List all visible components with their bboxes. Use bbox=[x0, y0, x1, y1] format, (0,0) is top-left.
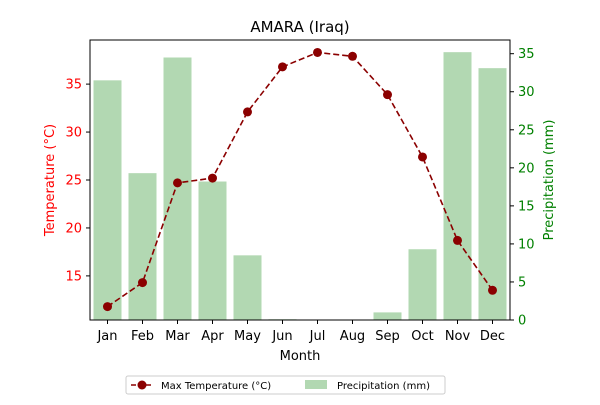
legend-frame bbox=[125, 375, 446, 395]
temperature-line bbox=[103, 47, 497, 312]
x-tick-label: May bbox=[234, 329, 261, 344]
temperature-point-sep bbox=[383, 90, 392, 100]
y-right-tick-label: 30 bbox=[518, 85, 535, 100]
precipitation-bar-mar bbox=[163, 57, 192, 320]
y-right-tick-label: 15 bbox=[518, 199, 535, 214]
precipitation-bar-may bbox=[233, 255, 262, 320]
temperature-point-oct bbox=[418, 152, 427, 162]
x-tick-label: Jul bbox=[309, 329, 326, 344]
y-left-tick-label: 15 bbox=[65, 269, 82, 284]
x-tick-label: Apr bbox=[201, 329, 224, 344]
temperature-point-dec bbox=[488, 285, 497, 295]
y-left-tick-label: 25 bbox=[65, 174, 82, 189]
y-left-tick-label: 30 bbox=[65, 126, 82, 141]
y-right-tick-label: 10 bbox=[518, 237, 535, 252]
precipitation-bars bbox=[93, 52, 507, 321]
legend-bar-swatch bbox=[305, 380, 327, 389]
y-axis-left: 15 20 25 30 35 bbox=[65, 78, 90, 284]
legend-label-temperature: Max Temperature (°C) bbox=[161, 381, 271, 392]
x-axis-label: Month bbox=[280, 349, 321, 364]
legend: Max Temperature (°C) Precipitation (mm) bbox=[125, 375, 446, 395]
y-left-tick-label: 35 bbox=[65, 78, 82, 93]
y-axis-right: 0 5 10 15 20 25 30 35 bbox=[510, 47, 535, 329]
x-tick-label: Nov bbox=[445, 329, 471, 344]
precipitation-bar-jan bbox=[93, 80, 122, 320]
temperature-point-jul bbox=[313, 47, 322, 57]
temperature-point-apr bbox=[208, 173, 217, 183]
y-axis-left-label: Temperature (°C) bbox=[43, 124, 58, 237]
precipitation-bar-dec bbox=[478, 68, 507, 321]
temperature-point-aug bbox=[348, 51, 357, 61]
legend-label-precipitation: Precipitation (mm) bbox=[337, 381, 430, 392]
precipitation-bar-sep bbox=[373, 312, 402, 320]
precipitation-bar-nov bbox=[443, 52, 472, 321]
x-axis: Jan Feb Mar Apr May Jun Jul Aug Sep Oct Nov Dec bbox=[96, 320, 505, 344]
x-tick-label: Dec bbox=[480, 329, 505, 344]
y-right-tick-label: 20 bbox=[518, 161, 535, 176]
x-tick-label: Mar bbox=[165, 329, 190, 344]
x-tick-label: Jun bbox=[271, 329, 292, 344]
y-right-tick-label: 25 bbox=[518, 123, 535, 138]
precipitation-bar-feb bbox=[128, 173, 157, 320]
temperature-series-line bbox=[107, 51, 494, 308]
legend-marker-swatch bbox=[137, 380, 147, 390]
x-tick-label: Aug bbox=[340, 329, 365, 344]
x-tick-label: Oct bbox=[411, 329, 433, 344]
temperature-point-nov bbox=[453, 235, 462, 245]
temperature-point-jun bbox=[278, 62, 287, 72]
x-tick-label: Feb bbox=[131, 329, 154, 344]
y-axis-right-label: Precipitation (mm) bbox=[542, 120, 557, 241]
precipitation-bar-apr bbox=[198, 181, 227, 320]
x-tick-label: Jan bbox=[96, 329, 117, 344]
y-right-tick-label: 0 bbox=[518, 314, 526, 329]
temperature-point-may bbox=[243, 107, 252, 117]
y-right-tick-label: 35 bbox=[518, 47, 535, 62]
temperature-point-jan bbox=[103, 302, 112, 312]
x-tick-label: Sep bbox=[375, 329, 400, 344]
temperature-point-mar bbox=[173, 178, 182, 188]
temperature-point-feb bbox=[138, 278, 147, 288]
chart-title: AMARA (Iraq) bbox=[250, 18, 349, 36]
y-right-tick-label: 5 bbox=[518, 275, 526, 290]
precipitation-bar-oct bbox=[408, 249, 437, 320]
y-left-tick-label: 20 bbox=[65, 221, 82, 236]
